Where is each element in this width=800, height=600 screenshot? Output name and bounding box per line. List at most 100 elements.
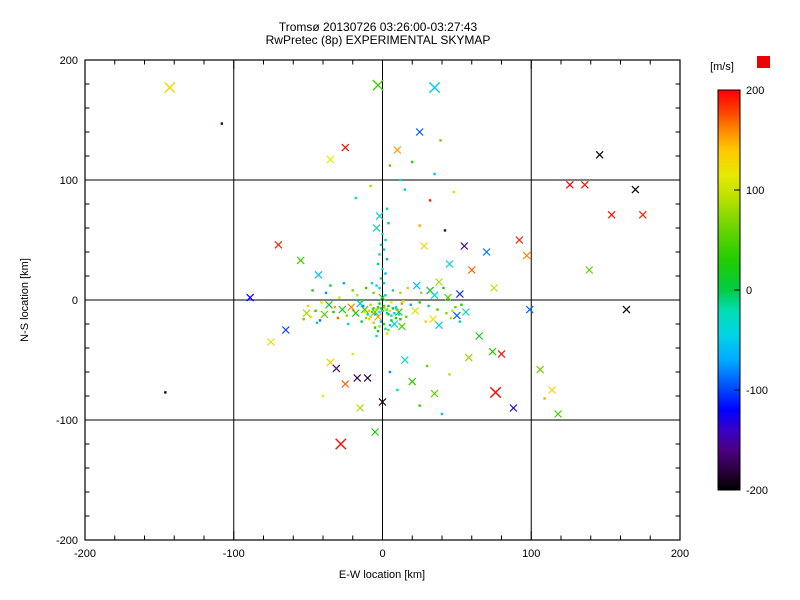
scatter-point	[580, 180, 589, 189]
scatter-point	[402, 300, 405, 303]
scatter-point	[267, 338, 275, 346]
scatter-point	[311, 289, 314, 292]
scatter-point	[400, 302, 404, 305]
x-tick-label: -100	[223, 548, 245, 560]
scatter-point	[403, 188, 407, 191]
scatter-point	[338, 305, 347, 314]
scatter-point	[390, 320, 399, 328]
scatter-point	[379, 277, 383, 280]
scatter-point	[384, 272, 387, 275]
scatter-point	[379, 243, 383, 246]
scatter-point	[379, 307, 383, 310]
scatter-point	[461, 308, 470, 316]
scatter-point	[302, 309, 311, 318]
scatter-point	[393, 146, 402, 154]
scatter-point	[452, 311, 461, 320]
scatter-point	[396, 308, 399, 311]
scatter-point	[315, 321, 319, 324]
scatter-point	[366, 313, 369, 316]
scatter-point	[405, 315, 408, 318]
scatter-point	[411, 306, 420, 315]
scatter-point	[418, 224, 421, 227]
x-tick-label: -200	[74, 548, 96, 560]
scatter-point	[378, 286, 381, 290]
scatter-point	[351, 309, 360, 318]
scatter-point	[309, 315, 313, 318]
scatter-point	[342, 282, 346, 285]
x-axis-label: E-W location [km]	[339, 569, 425, 581]
scatter-point	[515, 236, 524, 244]
scatter-point	[460, 303, 463, 306]
scatter-point	[489, 386, 502, 399]
scatter-point	[372, 224, 381, 232]
scatter-point	[314, 270, 323, 279]
scatter-point	[369, 303, 372, 306]
y-tick-label: 100	[60, 175, 78, 187]
scatter-point	[381, 267, 384, 270]
scatter-point	[376, 306, 380, 309]
scatter-point	[351, 352, 354, 356]
scatter-point	[400, 356, 409, 364]
scatter-point	[412, 281, 421, 290]
scatter-point	[449, 316, 453, 320]
scatter-point	[444, 293, 452, 302]
scatter-point	[396, 388, 399, 392]
scatter-point	[314, 309, 317, 312]
scatter-point	[433, 172, 436, 176]
plot-content: -200-200-100-100001001002002002001000-10…	[56, 55, 768, 560]
scatter-point	[306, 304, 310, 308]
scatter-point	[482, 248, 491, 256]
scatter-point	[391, 289, 395, 292]
scatter-point	[341, 380, 350, 388]
scatter-point	[399, 318, 402, 321]
scatter-point	[378, 310, 381, 314]
scatter-point	[631, 185, 640, 194]
scatter-point	[428, 199, 432, 202]
scatter-point	[353, 374, 362, 382]
scatter-point	[320, 301, 323, 304]
scatter-point	[566, 180, 574, 189]
scatter-point	[379, 320, 383, 323]
scatter-point	[373, 326, 377, 329]
scatter-point	[296, 256, 305, 265]
scatter-point	[458, 320, 462, 323]
scatter-point	[385, 332, 389, 335]
scatter-point	[384, 308, 387, 311]
scatter-point	[490, 284, 498, 292]
scatter-point	[385, 207, 389, 210]
scatter-point	[388, 309, 392, 312]
scatter-point	[382, 282, 386, 285]
scatter-point	[385, 258, 389, 261]
scatter-point	[361, 304, 365, 308]
scatter-point	[409, 303, 412, 306]
scatter-point	[369, 315, 372, 318]
scatter-point	[393, 312, 396, 315]
scatter-point	[397, 322, 406, 331]
scatter-point	[397, 313, 401, 316]
scatter-point	[347, 322, 350, 326]
scatter-point	[372, 291, 375, 294]
scatter-point	[420, 242, 429, 250]
scatter-point	[364, 316, 368, 320]
x-tick-label: 0	[379, 548, 385, 560]
scatter-point	[554, 410, 562, 418]
scatter-point	[488, 347, 497, 356]
scatter-point	[424, 320, 427, 323]
scatter-point	[338, 296, 341, 299]
colorbar-tick-label: 200	[746, 85, 764, 97]
scatter-point	[382, 306, 386, 309]
scatter-point	[525, 305, 534, 314]
scatter-point	[370, 310, 374, 314]
scatter-point	[371, 428, 379, 436]
scatter-point	[390, 319, 393, 322]
scatter-point	[454, 306, 457, 309]
y-tick-label: -200	[56, 535, 78, 547]
scatter-point	[394, 316, 398, 320]
scatter-point	[439, 139, 442, 142]
scatter-point	[430, 389, 439, 398]
scatter-point	[391, 307, 395, 310]
scatter-point	[445, 312, 448, 315]
scatter-point	[320, 310, 329, 319]
scatter-point	[536, 365, 545, 374]
